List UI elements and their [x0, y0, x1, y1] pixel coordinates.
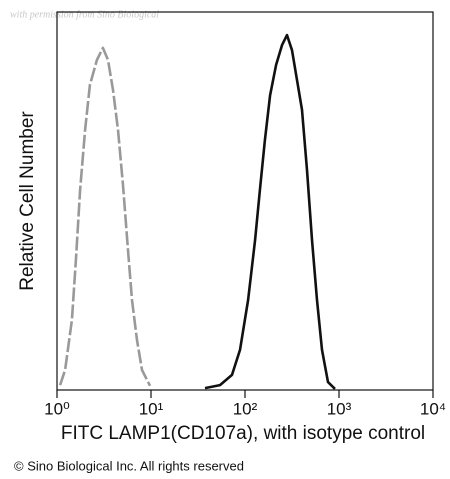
x-tick-label: 10² [233, 399, 258, 418]
footer: © Sino Biological Inc. All rights reserv… [14, 458, 244, 473]
histogram-line [204, 33, 336, 390]
y-axis-label: Relative Cell Number [17, 111, 38, 291]
watermark: with permission from Sino Biological [10, 9, 159, 20]
histogram-line [58, 46, 152, 387]
x-tick-label: 10⁴ [420, 399, 446, 418]
x-axis-label: FITC LAMP1(CD107a), with isotype control [61, 423, 425, 444]
plot-frame [56, 11, 434, 391]
x-tick-label: 10⁰ [44, 399, 70, 418]
x-tick-label: 10³ [327, 399, 352, 418]
x-tick-label: 10¹ [139, 399, 164, 418]
